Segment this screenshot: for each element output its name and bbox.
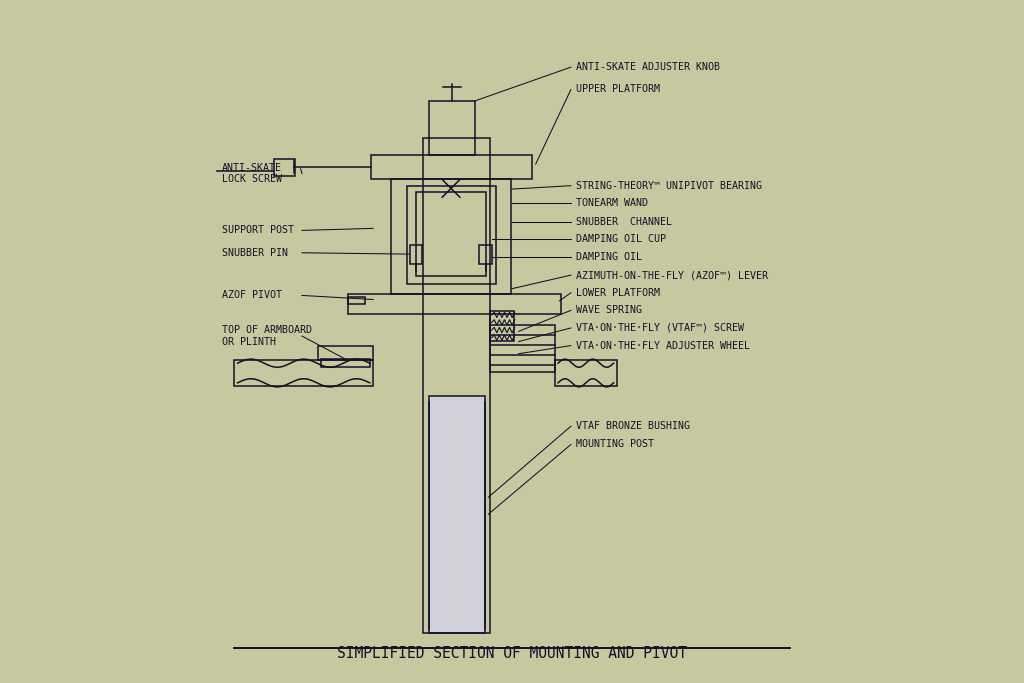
Bar: [490, 311, 514, 342]
Text: DAMPING OIL: DAMPING OIL: [577, 253, 642, 262]
Text: AZOF PIVOT: AZOF PIVOT: [222, 290, 282, 301]
Text: ANTI-SKATE ADJUSTER KNOB: ANTI-SKATE ADJUSTER KNOB: [577, 62, 720, 72]
Bar: [348, 294, 561, 314]
Bar: [490, 324, 555, 372]
Text: DAMPING OIL CUP: DAMPING OIL CUP: [577, 234, 667, 245]
Bar: [348, 298, 365, 304]
Bar: [423, 138, 490, 633]
Bar: [321, 359, 370, 367]
Text: TOP OF ARMBOARD
OR PLINTH: TOP OF ARMBOARD OR PLINTH: [222, 325, 312, 347]
Text: UPPER PLATFORM: UPPER PLATFORM: [577, 85, 660, 94]
Text: LOWER PLATFORM: LOWER PLATFORM: [577, 288, 660, 298]
Bar: [429, 101, 475, 155]
Bar: [407, 186, 496, 284]
Bar: [234, 361, 373, 385]
Text: SUPPORT POST: SUPPORT POST: [222, 225, 294, 236]
Bar: [416, 193, 486, 277]
Text: VTA·ON·THE·FLY (VTAF™) SCREW: VTA·ON·THE·FLY (VTAF™) SCREW: [577, 323, 744, 333]
Bar: [273, 158, 295, 176]
Text: MOUNTING POST: MOUNTING POST: [577, 439, 654, 449]
Text: ANTI-SKATE
LOCK SCREW: ANTI-SKATE LOCK SCREW: [222, 163, 282, 184]
Text: WAVE SPRING: WAVE SPRING: [577, 305, 642, 316]
Bar: [479, 245, 492, 264]
Text: AZIMUTH-ON-THE-FLY (AZOF™) LEVER: AZIMUTH-ON-THE-FLY (AZOF™) LEVER: [577, 270, 768, 280]
Bar: [317, 346, 373, 361]
Bar: [555, 361, 617, 385]
Text: SNUBBER  CHANNEL: SNUBBER CHANNEL: [577, 217, 673, 227]
Text: VTAF BRONZE BUSHING: VTAF BRONZE BUSHING: [577, 421, 690, 431]
Bar: [371, 155, 532, 179]
Text: TONEARM WAND: TONEARM WAND: [577, 198, 648, 208]
Text: VTA·ON·THE·FLY ADJUSTER WHEEL: VTA·ON·THE·FLY ADJUSTER WHEEL: [577, 341, 751, 350]
Text: SNUBBER PIN: SNUBBER PIN: [222, 248, 288, 257]
Bar: [429, 395, 485, 633]
Bar: [391, 179, 511, 294]
Text: STRING-THEORY™ UNIPIVOT BEARING: STRING-THEORY™ UNIPIVOT BEARING: [577, 181, 762, 191]
Text: SIMPLIFIED SECTION OF MOUNTING AND PIVOT: SIMPLIFIED SECTION OF MOUNTING AND PIVOT: [337, 645, 687, 660]
Bar: [410, 245, 422, 264]
